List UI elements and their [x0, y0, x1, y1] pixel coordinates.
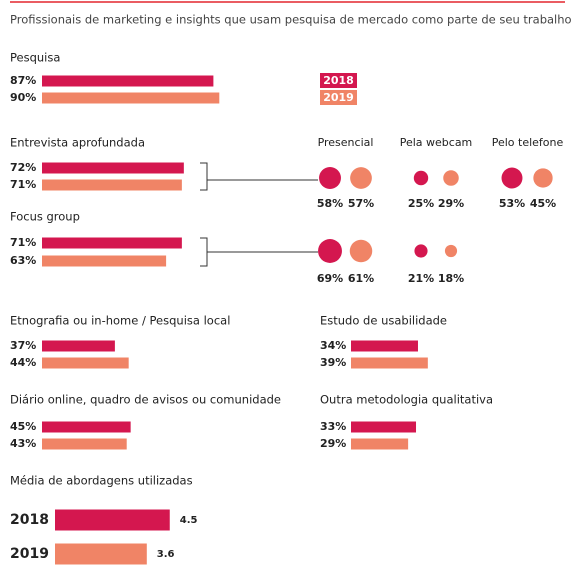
bubble — [533, 168, 553, 188]
bubble — [501, 167, 523, 189]
value-label: 21% — [408, 272, 434, 285]
bar — [42, 92, 220, 104]
category-label: 2018 — [10, 512, 49, 528]
group-title: Etnografia ou in-home / Pesquisa local — [10, 314, 230, 328]
bubble — [319, 167, 341, 189]
value-label: 25% — [408, 197, 434, 210]
value-label: 45% — [530, 197, 556, 210]
bubble — [444, 244, 458, 258]
column-header: Presencial — [318, 136, 374, 149]
value-label: 37% — [10, 339, 36, 352]
bar — [42, 357, 129, 369]
bar — [351, 357, 428, 369]
column-header: Pelo telefone — [492, 136, 564, 149]
legend-swatch — [320, 90, 357, 105]
bracket — [200, 162, 318, 191]
bar — [42, 421, 131, 433]
value-label: 71% — [10, 178, 36, 191]
group-title: Estudo de usabilidade — [320, 314, 447, 328]
page-title: Profissionais de marketing e insights qu… — [10, 13, 572, 27]
value-label: 39% — [320, 356, 346, 369]
bar — [55, 509, 170, 531]
value-label: 53% — [499, 197, 525, 210]
bar — [351, 421, 417, 433]
value-label: 45% — [10, 420, 36, 433]
value-label: 3.6 — [157, 549, 175, 560]
value-label: 18% — [438, 272, 464, 285]
group-title: Focus group — [10, 210, 80, 224]
value-label: 63% — [10, 254, 36, 267]
value-label: 69% — [317, 272, 343, 285]
group-title: Outra metodologia qualitativa — [320, 393, 493, 407]
bubble — [350, 167, 372, 189]
bar — [42, 255, 167, 267]
category-label: 2019 — [10, 546, 49, 562]
bar — [42, 179, 182, 191]
bar — [42, 162, 184, 174]
group-title: Entrevista aprofundada — [10, 136, 145, 150]
value-label: 43% — [10, 437, 36, 450]
group-title: Pesquisa — [10, 51, 60, 65]
bar — [42, 237, 182, 249]
value-label: 33% — [320, 420, 346, 433]
value-label: 57% — [348, 197, 374, 210]
legend-label: 2018 — [323, 74, 354, 87]
bracket — [200, 237, 318, 267]
value-label: 71% — [10, 236, 36, 249]
bar — [351, 340, 418, 352]
bar — [351, 438, 409, 450]
bubble — [414, 244, 428, 258]
value-label: 90% — [10, 91, 36, 104]
bubble — [413, 170, 429, 186]
value-label: 87% — [10, 74, 36, 87]
column-header: Pela webcam — [400, 136, 473, 149]
group-title: Média de abordagens utilizadas — [10, 474, 193, 488]
value-label: 34% — [320, 339, 346, 352]
value-label: 58% — [317, 197, 343, 210]
value-label: 44% — [10, 356, 36, 369]
bar — [42, 438, 127, 450]
value-label: 61% — [348, 272, 374, 285]
value-label: 29% — [438, 197, 464, 210]
bubble — [443, 170, 459, 186]
bar — [42, 340, 115, 352]
legend-label: 2019 — [323, 91, 354, 104]
bar — [42, 75, 214, 87]
value-label: 29% — [320, 437, 346, 450]
group-title: Diário online, quadro de avisos ou comun… — [10, 393, 281, 407]
bubble — [318, 239, 342, 263]
legend-swatch — [320, 73, 357, 88]
bar — [55, 543, 147, 565]
value-label: 72% — [10, 161, 36, 174]
value-label: 4.5 — [180, 515, 198, 526]
bubble — [349, 239, 373, 263]
